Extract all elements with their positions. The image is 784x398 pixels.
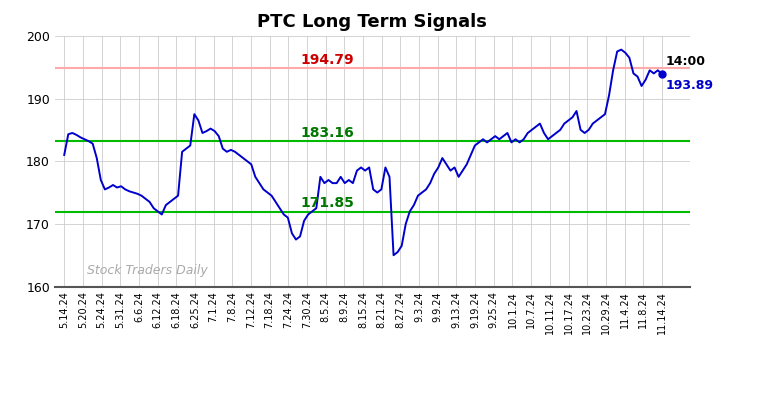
Text: 14:00: 14:00 [666,55,706,68]
Text: 171.85: 171.85 [300,196,354,211]
Text: 183.16: 183.16 [300,125,354,140]
Title: PTC Long Term Signals: PTC Long Term Signals [257,14,488,31]
Text: 193.89: 193.89 [666,79,713,92]
Text: 194.79: 194.79 [300,53,354,66]
Text: Stock Traders Daily: Stock Traders Daily [86,263,208,277]
